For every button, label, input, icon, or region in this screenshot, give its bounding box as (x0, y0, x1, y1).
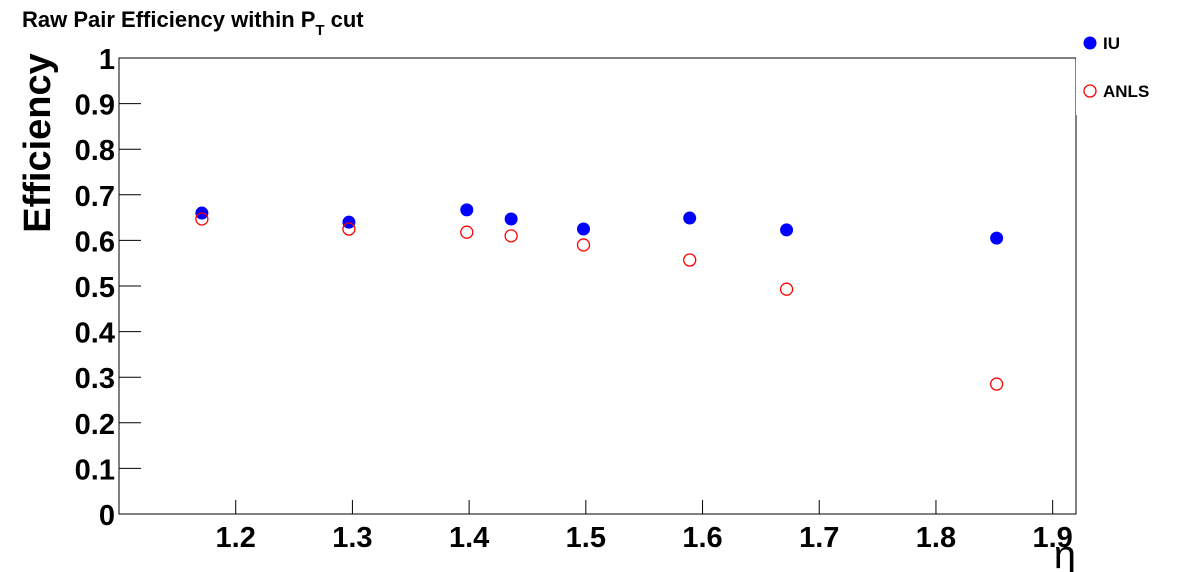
y-axis-label: Efficiency (17, 53, 59, 233)
title-end: cut (331, 7, 365, 32)
y-tick-label: 0.4 (75, 318, 115, 350)
point (576, 238, 591, 252)
point (342, 222, 356, 236)
legend-label: IU (1103, 34, 1120, 53)
x-tick-label: 1.6 (682, 522, 722, 554)
y-tick-label: 0 (99, 500, 115, 532)
title-main: Raw Pair Efficiency within P (22, 7, 315, 32)
point (342, 215, 356, 229)
point (989, 377, 1004, 391)
x-tick-label: 1.8 (916, 522, 956, 554)
point (780, 223, 794, 237)
y-tick-label: 0.5 (75, 272, 115, 304)
point (504, 229, 518, 243)
y-tick-label: 0.2 (75, 409, 115, 441)
point (683, 253, 697, 267)
x-tick-label: 1.2 (216, 522, 256, 554)
y-tick-label: 0.6 (75, 226, 115, 258)
y-tick-label: 1 (99, 44, 115, 76)
chart-title: Raw Pair Efficiency within PT cut (22, 7, 364, 39)
point (504, 212, 518, 226)
x-tick-label: 1.9 (1032, 522, 1072, 554)
y-tick-label: 0.1 (75, 454, 115, 486)
point (779, 282, 794, 296)
x-tick-label: 1.7 (799, 522, 839, 554)
y-tick-label: 0.7 (75, 181, 115, 213)
plot-frame (118, 57, 1077, 515)
x-tick-label: 1.3 (332, 522, 372, 554)
legend-box (1076, 20, 1196, 115)
legend-label: ANLS (1103, 82, 1149, 101)
point (683, 211, 697, 225)
y-tick-label: 0.8 (75, 135, 115, 167)
point (460, 203, 474, 217)
legend-marker (1083, 84, 1097, 98)
point (195, 212, 209, 226)
x-axis-label: η (1054, 533, 1076, 572)
point (460, 225, 474, 239)
y-tick-label: 0.3 (75, 363, 115, 395)
legend-marker (1083, 36, 1097, 50)
x-tick-label: 1.4 (449, 522, 489, 554)
point (990, 231, 1004, 245)
title-subscript: T (315, 22, 324, 39)
x-tick-label: 1.5 (566, 522, 606, 554)
point (576, 222, 590, 236)
y-tick-label: 0.9 (75, 90, 115, 122)
